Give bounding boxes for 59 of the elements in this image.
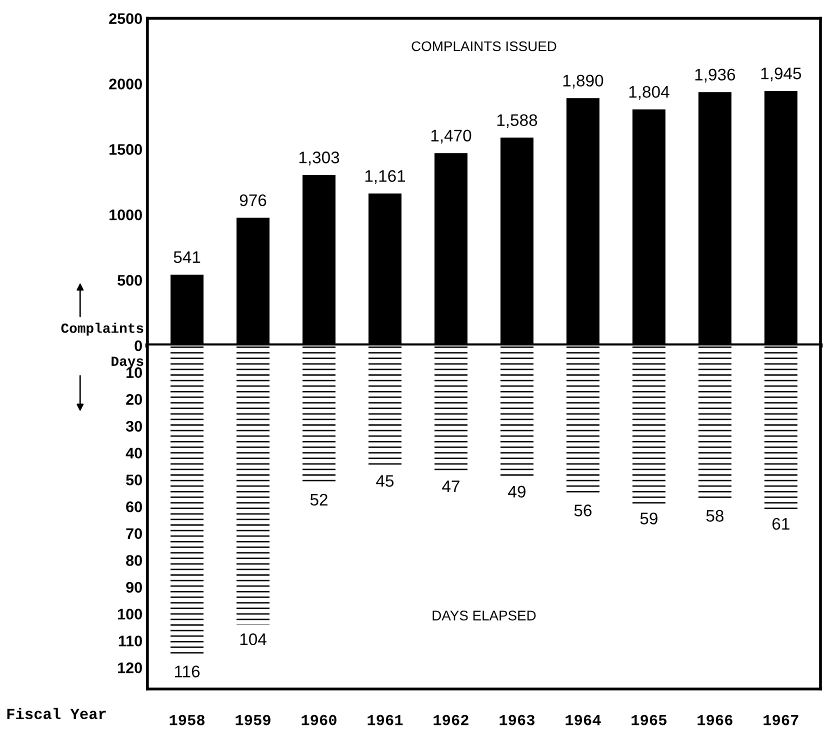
x-tick-label: 1967 — [764, 714, 798, 726]
data-label: 1,936 — [695, 68, 736, 82]
y-tick-label: 80 — [126, 555, 142, 566]
x-tick-label: 1966 — [698, 714, 732, 726]
data-label: 58 — [706, 510, 724, 522]
bar — [236, 345, 270, 625]
data-label: 45 — [376, 475, 394, 487]
y-tick-label: 10 — [126, 367, 142, 378]
text: COMPLAINTS ISSUED — [412, 41, 556, 52]
data-label: 52 — [310, 494, 328, 506]
x-tick-label: 1962 — [434, 714, 468, 726]
y-tick-label: 50 — [126, 474, 142, 486]
data-label: 1,804 — [629, 86, 670, 100]
data-label: 104 — [240, 633, 266, 646]
x-tick-label: 1960 — [302, 714, 336, 726]
y-tick-label: 2000 — [109, 78, 142, 90]
y-tick-label: 30 — [126, 420, 142, 432]
y-tick-label: 100 — [118, 608, 142, 620]
x-tick-label: 1958 — [170, 714, 205, 726]
y-tick-label: 0 — [134, 340, 142, 352]
y-tick-label: 120 — [118, 662, 142, 674]
bar — [500, 345, 534, 477]
data-label: 1,161 — [365, 170, 406, 184]
bar — [632, 345, 666, 504]
y-tick-label: 110 — [118, 636, 142, 646]
data-label: 1,470 — [431, 130, 472, 144]
text: Complaints — [61, 322, 144, 336]
data-label: 1,588 — [497, 114, 538, 128]
data-label: 47 — [442, 480, 460, 492]
data-label: 59 — [640, 512, 658, 524]
y-tick-label: 1000 — [110, 209, 142, 220]
x-tick-label: 1965 — [632, 714, 666, 726]
y-tick-label: 70 — [126, 528, 142, 540]
data-label: 49 — [508, 486, 526, 498]
x-tick-label: 1961 — [368, 714, 403, 726]
text: DAYS ELAPSED — [432, 610, 536, 620]
y-tick-label: 90 — [126, 582, 142, 593]
x-tick-label: 1963 — [500, 714, 535, 726]
x-tick-label: 1959 — [236, 714, 270, 726]
data-label: 976 — [240, 194, 266, 206]
x-tick-label: 1964 — [566, 714, 601, 726]
bar — [764, 345, 798, 510]
y-tick-label: 20 — [126, 394, 142, 405]
data-label: 1,303 — [299, 152, 340, 166]
y-tick-label: 2500 — [109, 13, 142, 24]
data-label: 1,890 — [563, 74, 604, 88]
text: Days — [112, 356, 144, 369]
y-tick-label: 40 — [126, 448, 142, 459]
y-tick-label: 500 — [118, 274, 142, 286]
y-tick-label: 60 — [126, 501, 142, 512]
data-label: 56 — [574, 504, 592, 516]
data-label: 1,945 — [761, 68, 802, 82]
data-label: 61 — [772, 518, 790, 530]
bar — [434, 345, 468, 472]
y-tick-label: 1500 — [110, 144, 142, 155]
bar — [368, 345, 402, 466]
data-label: 541 — [174, 251, 200, 264]
data-label: 116 — [175, 666, 200, 678]
x-axis-title: Fiscal Year — [7, 708, 106, 720]
